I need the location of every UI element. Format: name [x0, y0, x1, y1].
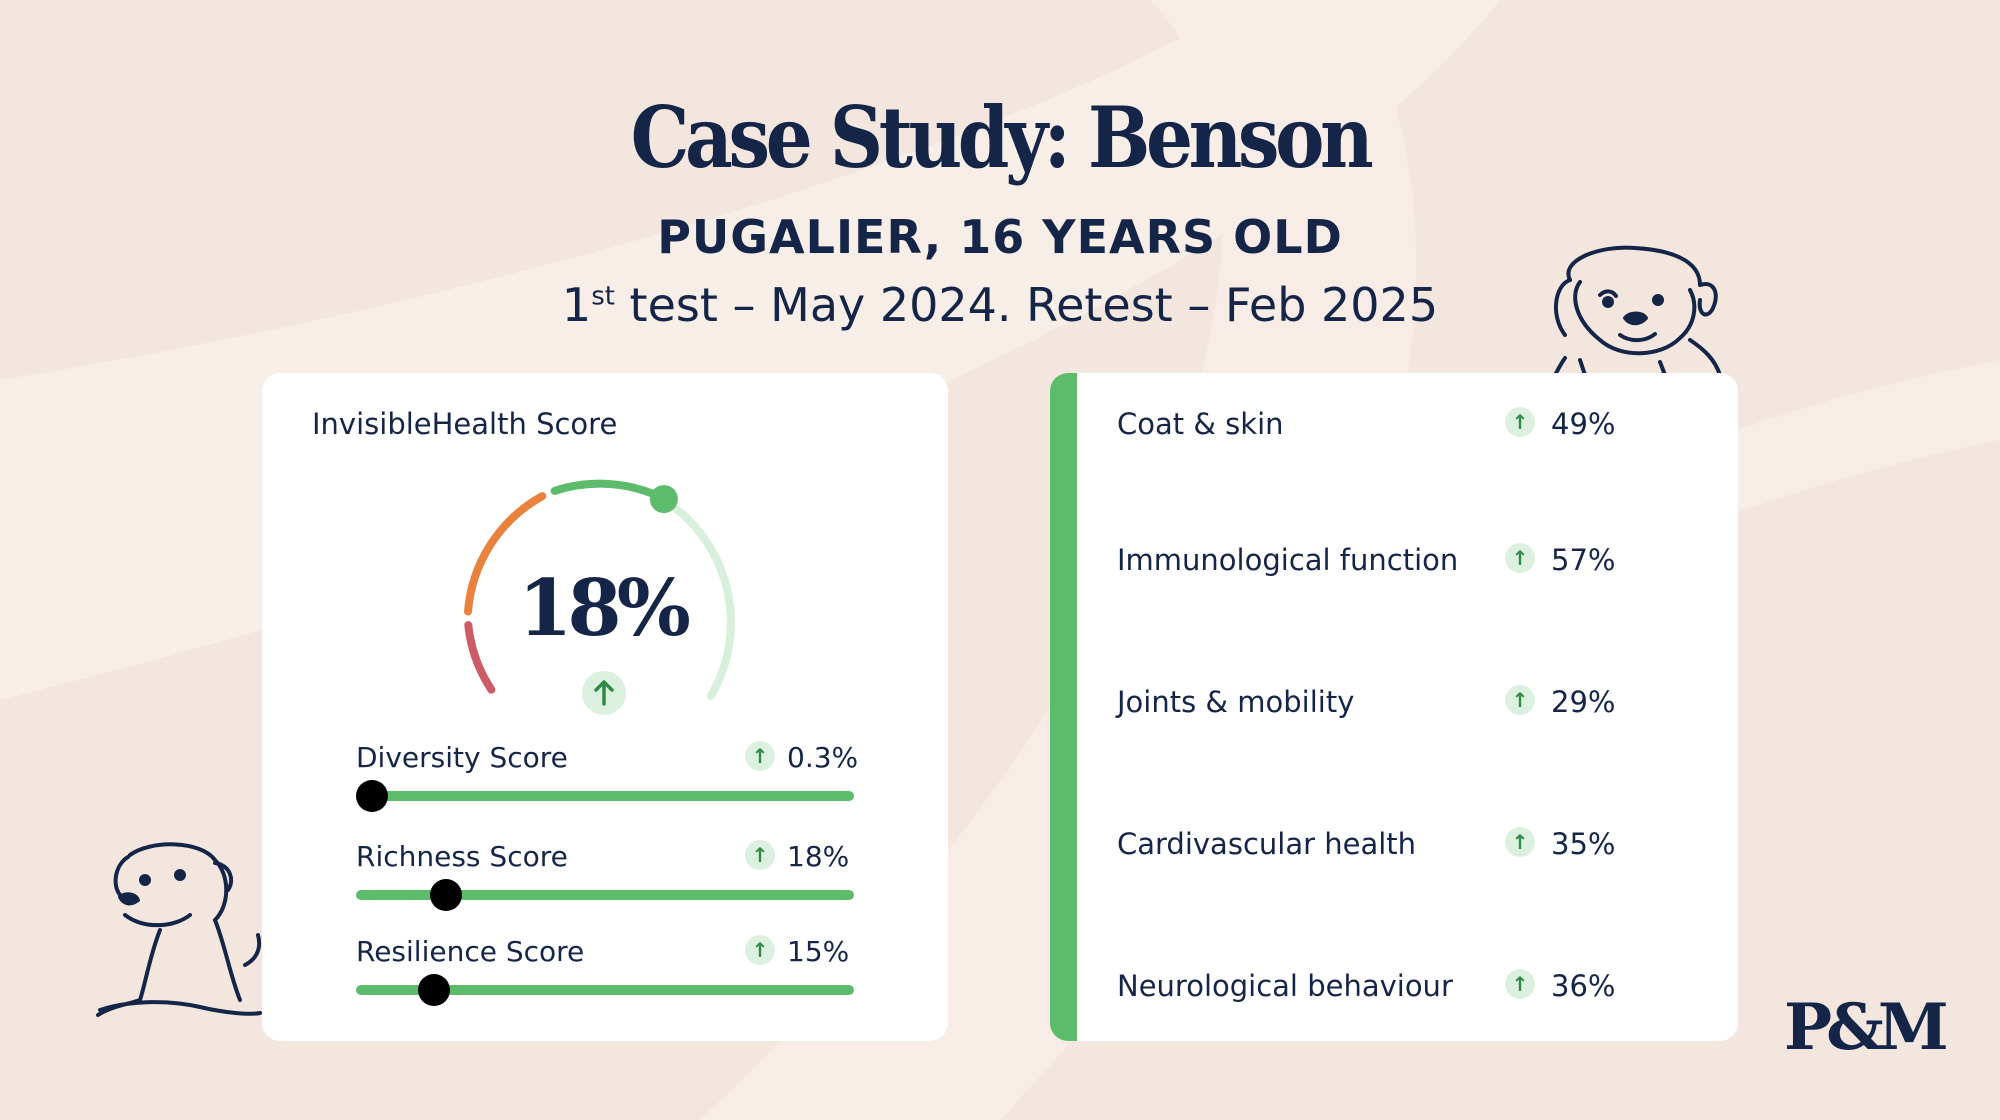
arrow-up-icon	[594, 680, 614, 706]
gauge-segment-light	[673, 505, 735, 701]
arrow-up-icon: ↑	[745, 741, 775, 771]
arrow-up-icon: ↑	[1505, 827, 1535, 857]
category-value-joints-mobility: 29%	[1551, 685, 1616, 719]
gauge-segment-green	[550, 479, 658, 498]
arrow-up-icon: ↑	[1505, 685, 1535, 715]
gauge-marker	[649, 485, 678, 514]
resilience-score-label: Resilience Score	[356, 935, 585, 968]
brand-logo: P&M	[1784, 990, 1949, 1065]
richness-score-value: 18%	[787, 840, 850, 873]
category-value-immunological: 57%	[1551, 543, 1616, 577]
gauge-segment-red	[464, 621, 496, 694]
resilience-score-value: 15%	[787, 935, 850, 968]
invisiblehealth-score-value: 18%	[518, 563, 690, 654]
gauge-segment-orange	[464, 492, 547, 616]
dates-ordinal-suffix: st	[591, 281, 615, 312]
category-label-cardiovascular: Cardivascular health	[1117, 827, 1417, 861]
diversity-score-track	[356, 780, 854, 812]
arrow-up-icon: ↑	[745, 935, 775, 965]
arrow-up-icon: ↑	[1505, 543, 1535, 573]
page-title: Case Study: Benson	[630, 88, 1374, 187]
invisiblehealth-score-label: InvisibleHealth Score	[312, 407, 618, 441]
diversity-score-knob	[356, 780, 389, 812]
resilience-score-knob	[417, 974, 450, 1006]
test-dates: 1st test – May 2024. Retest – Feb 2025	[0, 278, 2000, 332]
category-label-neurological: Neurological behaviour	[1117, 969, 1453, 1003]
invisiblehealth-gauge: 18%	[464, 479, 735, 715]
health-categories-card: Coat & skin ↑ 49% Immunological function…	[1050, 373, 1738, 1041]
category-value-neurological: 36%	[1551, 969, 1616, 1003]
dates-text: test – May 2024. Retest – Feb 2025	[614, 278, 1439, 332]
invisiblehealth-card: InvisibleHealth Score 18% Diversity Scor…	[262, 373, 948, 1041]
diversity-score-label: Diversity Score	[356, 741, 568, 774]
richness-score-knob	[430, 879, 463, 911]
page-subtitle: PUGALIER, 16 YEARS OLD	[657, 210, 1343, 264]
dog-illustration-lying	[96, 842, 262, 1017]
dates-ordinal-number: 1	[561, 278, 592, 332]
arrow-up-icon: ↑	[1505, 407, 1535, 437]
arrow-up-icon: ↑	[745, 840, 775, 870]
category-label-coat-skin: Coat & skin	[1117, 407, 1284, 441]
category-label-immunological: Immunological function	[1117, 543, 1459, 577]
dog-illustration-sitting	[1553, 245, 1722, 375]
arrow-up-icon: ↑	[1505, 969, 1535, 999]
resilience-score-track	[356, 974, 854, 1006]
card-accent-stripe	[1050, 373, 1077, 1041]
diversity-score-value: 0.3%	[787, 741, 859, 774]
category-value-coat-skin: 49%	[1551, 407, 1616, 441]
category-value-cardiovascular: 35%	[1551, 827, 1616, 861]
category-label-joints-mobility: Joints & mobility	[1117, 685, 1355, 719]
richness-score-track	[356, 879, 854, 911]
richness-score-label: Richness Score	[356, 840, 568, 873]
